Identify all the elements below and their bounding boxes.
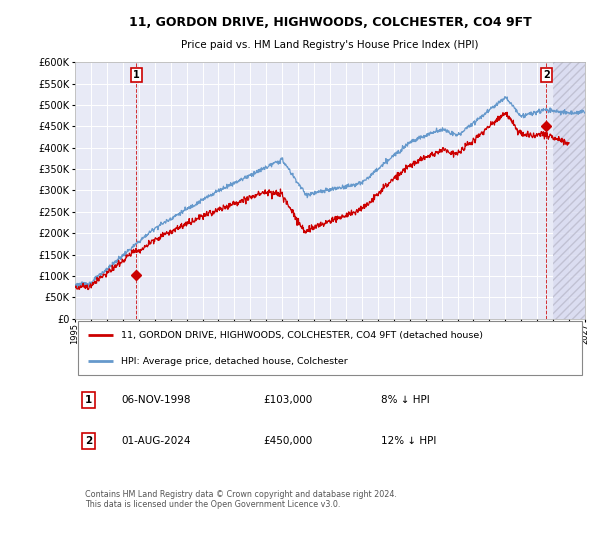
Text: 12% ↓ HPI: 12% ↓ HPI <box>381 436 436 446</box>
Text: 2: 2 <box>543 70 550 80</box>
Text: 11, GORDON DRIVE, HIGHWOODS, COLCHESTER, CO4 9FT: 11, GORDON DRIVE, HIGHWOODS, COLCHESTER,… <box>128 16 532 30</box>
Text: 2: 2 <box>85 436 92 446</box>
Text: Contains HM Land Registry data © Crown copyright and database right 2024.
This d: Contains HM Land Registry data © Crown c… <box>85 489 397 509</box>
Text: 11, GORDON DRIVE, HIGHWOODS, COLCHESTER, CO4 9FT (detached house): 11, GORDON DRIVE, HIGHWOODS, COLCHESTER,… <box>121 331 483 340</box>
Text: HPI: Average price, detached house, Colchester: HPI: Average price, detached house, Colc… <box>121 357 347 366</box>
Text: 01-AUG-2024: 01-AUG-2024 <box>121 436 190 446</box>
Text: £450,000: £450,000 <box>264 436 313 446</box>
Text: 1: 1 <box>133 70 140 80</box>
Text: 1: 1 <box>85 395 92 405</box>
Text: 8% ↓ HPI: 8% ↓ HPI <box>381 395 430 405</box>
Text: £103,000: £103,000 <box>264 395 313 405</box>
Text: Price paid vs. HM Land Registry's House Price Index (HPI): Price paid vs. HM Land Registry's House … <box>181 40 479 50</box>
FancyBboxPatch shape <box>77 321 583 375</box>
Text: 06-NOV-1998: 06-NOV-1998 <box>121 395 190 405</box>
